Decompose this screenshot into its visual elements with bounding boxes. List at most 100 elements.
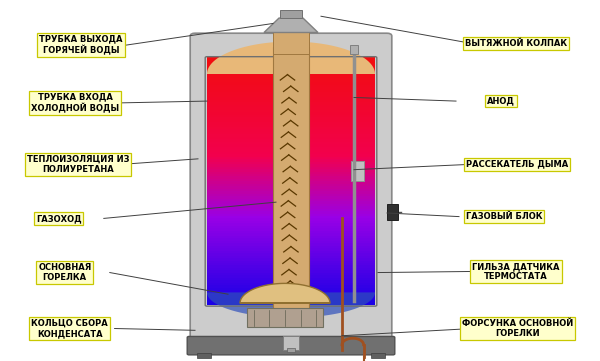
Bar [207, 279, 375, 283]
Bar [207, 126, 375, 130]
Text: ВЫТЯЖНОЙ КОЛПАК: ВЫТЯЖНОЙ КОЛПАК [465, 39, 567, 48]
Text: КОЛЬЦО СБОРА
КОНДЕНСАТА: КОЛЬЦО СБОРА КОНДЕНСАТА [31, 319, 108, 338]
Bar [207, 235, 375, 238]
Bar [207, 116, 375, 119]
Bar [207, 299, 375, 303]
Bar [207, 158, 375, 162]
Bar [350, 45, 358, 54]
Bar [207, 66, 375, 70]
Bar [207, 109, 375, 112]
Text: ГИЛЬЗА ДАТЧИКА
ТЕРМОСТАТА: ГИЛЬЗА ДАТЧИКА ТЕРМОСТАТА [472, 262, 560, 281]
Bar [207, 96, 375, 100]
Bar [207, 77, 375, 80]
Bar [197, 353, 211, 358]
Bar [207, 180, 375, 184]
Bar [207, 118, 375, 122]
Bar [280, 10, 302, 18]
Bar [207, 292, 375, 295]
Bar [273, 47, 309, 309]
Bar [207, 257, 375, 261]
Bar [207, 106, 375, 110]
Bar [207, 148, 375, 152]
Bar [207, 94, 375, 97]
Bar [207, 89, 375, 92]
Bar [207, 131, 375, 134]
Text: ОСНОВНАЯ
ГОРЕЛКА: ОСНОВНАЯ ГОРЕЛКА [38, 263, 91, 282]
Bar [207, 249, 375, 253]
Bar [207, 121, 375, 125]
Bar [207, 82, 375, 85]
Bar [207, 262, 375, 265]
Bar [207, 217, 375, 221]
Bar [351, 161, 364, 180]
Bar [207, 133, 375, 137]
Bar [207, 136, 375, 139]
Bar [207, 208, 375, 211]
Bar [207, 210, 375, 214]
Bar [207, 232, 375, 236]
Bar [207, 264, 375, 268]
Bar [207, 153, 375, 157]
Bar [207, 161, 375, 164]
Polygon shape [207, 292, 375, 318]
Bar [207, 301, 375, 305]
Bar [207, 193, 375, 196]
Bar [207, 138, 375, 142]
Bar [287, 348, 295, 352]
Bar [207, 277, 375, 280]
Bar [207, 225, 375, 229]
Bar [207, 282, 375, 285]
Bar [207, 62, 375, 65]
Bar [207, 195, 375, 199]
Bar [207, 146, 375, 149]
Bar [207, 205, 375, 209]
Bar [207, 227, 375, 231]
Bar [207, 222, 375, 226]
Bar [207, 86, 375, 90]
Bar [207, 197, 375, 201]
Bar [207, 185, 375, 189]
Bar [207, 237, 375, 241]
Bar [207, 245, 375, 248]
Bar [207, 173, 375, 177]
Bar [207, 175, 375, 179]
Bar [207, 141, 375, 144]
Bar [207, 79, 375, 82]
Bar [207, 170, 375, 174]
Bar [207, 294, 375, 297]
Text: ТЕПЛОИЗОЛЯЦИЯ ИЗ
ПОЛИУРЕТАНА: ТЕПЛОИЗОЛЯЦИЯ ИЗ ПОЛИУРЕТАНА [27, 155, 129, 174]
Bar [207, 101, 375, 105]
Bar [207, 203, 375, 206]
Bar [387, 204, 398, 220]
Bar [207, 74, 375, 78]
Bar [207, 284, 375, 288]
Polygon shape [264, 18, 318, 32]
Bar [207, 213, 375, 216]
Bar [207, 163, 375, 166]
Bar [207, 215, 375, 218]
Bar [207, 200, 375, 204]
Bar [273, 29, 309, 54]
Text: ТРУБКА ВЫХОДА
ГОРЯЧЕЙ ВОДЫ: ТРУБКА ВЫХОДА ГОРЯЧЕЙ ВОДЫ [39, 35, 123, 56]
Bar [207, 129, 375, 132]
Bar [283, 336, 299, 350]
Bar [207, 260, 375, 263]
Bar [207, 272, 375, 275]
Bar [207, 274, 375, 278]
Bar [207, 255, 375, 258]
Bar [207, 178, 375, 182]
Polygon shape [240, 283, 330, 303]
Bar [207, 99, 375, 102]
Bar [207, 143, 375, 147]
Bar [207, 267, 375, 270]
Text: ГАЗОВЫЙ БЛОК: ГАЗОВЫЙ БЛОК [466, 212, 542, 221]
Polygon shape [207, 42, 375, 74]
Text: АНОД: АНОД [487, 97, 515, 105]
Bar [207, 156, 375, 159]
Bar [207, 69, 375, 73]
Bar [207, 104, 375, 107]
Bar [207, 168, 375, 171]
Text: РАССЕКАТЕЛЬ ДЫМА: РАССЕКАТЕЛЬ ДЫМА [466, 160, 568, 169]
Bar [207, 287, 375, 290]
Bar [207, 111, 375, 115]
